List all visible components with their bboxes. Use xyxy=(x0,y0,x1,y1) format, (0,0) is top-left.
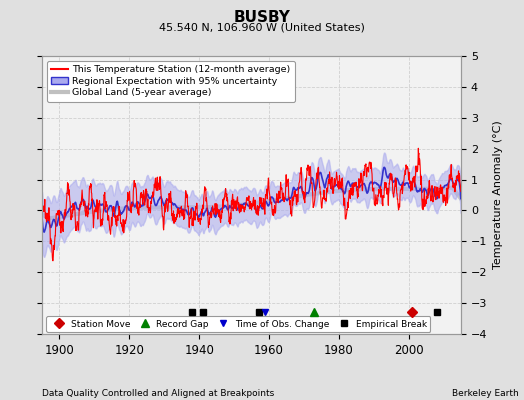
Text: 45.540 N, 106.960 W (United States): 45.540 N, 106.960 W (United States) xyxy=(159,22,365,32)
Text: BUSBY: BUSBY xyxy=(234,10,290,25)
Y-axis label: Temperature Anomaly (°C): Temperature Anomaly (°C) xyxy=(493,121,503,269)
Text: Data Quality Controlled and Aligned at Breakpoints: Data Quality Controlled and Aligned at B… xyxy=(42,389,274,398)
Legend: Station Move, Record Gap, Time of Obs. Change, Empirical Break: Station Move, Record Gap, Time of Obs. C… xyxy=(47,316,430,332)
Text: Berkeley Earth: Berkeley Earth xyxy=(452,389,519,398)
